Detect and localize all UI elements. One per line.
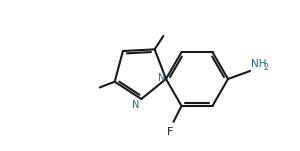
Text: NH: NH [251,59,266,69]
Text: 2: 2 [263,63,268,72]
Text: F: F [167,127,174,137]
Text: N: N [158,73,165,83]
Text: N: N [132,100,139,110]
